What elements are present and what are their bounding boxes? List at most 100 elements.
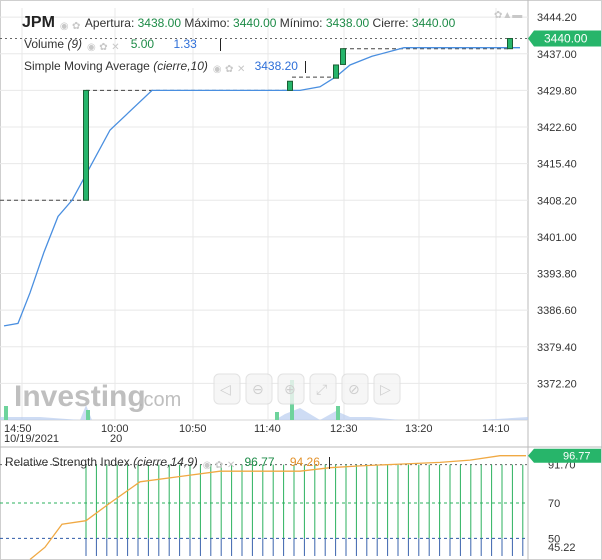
eye-icon[interactable]: ◉ xyxy=(59,20,69,32)
zoom-out-button xyxy=(213,373,241,405)
price-badge-bg xyxy=(528,30,601,47)
eye-icon[interactable]: ◉ xyxy=(202,459,212,471)
time-tick-label: 11:40 xyxy=(254,423,281,435)
close-icon[interactable]: ✕ xyxy=(226,459,236,471)
date-tick-label: 20 xyxy=(110,433,122,445)
minimize-icon[interactable]: ▬ xyxy=(512,10,523,21)
close-label: Cierre: xyxy=(372,16,409,30)
rsi-badge-bg xyxy=(528,448,601,463)
divider xyxy=(329,456,331,469)
volume-ma-value: 1.33 xyxy=(173,37,197,51)
price-tick-label: 3393.80 xyxy=(537,269,577,281)
alert-icon[interactable]: ▲ xyxy=(502,10,513,21)
price-badge: 3440.00 xyxy=(544,32,588,46)
time-tick-label: 10:00 xyxy=(101,423,129,435)
volume-bar xyxy=(336,406,340,420)
fibonacci-icon: ⊘ xyxy=(348,381,360,397)
rsi-value: 96.77 xyxy=(244,455,275,469)
volume-legend: Volume (9) ◉ ✿ ✕ 5.00 1.33 xyxy=(24,37,222,53)
fullscreen-icon: ⊕ xyxy=(284,381,296,397)
rsi-badge: 96.77 xyxy=(563,451,591,463)
price-tick-label: 3379.40 xyxy=(537,342,577,354)
high-value: 3440.00 xyxy=(233,16,277,30)
high-label: Máximo: xyxy=(184,16,230,30)
rsi-signal-value: 94.26 xyxy=(289,455,320,469)
candle xyxy=(333,64,339,79)
rsi-param: (cierre,14,9) xyxy=(133,455,198,469)
time-tick-label: 12:30 xyxy=(330,423,358,435)
open-label: Apertura: xyxy=(84,16,135,30)
sma-label: Simple Moving Average xyxy=(24,59,150,73)
sma-path xyxy=(3,47,520,327)
close-icon[interactable]: ✕ xyxy=(111,41,120,53)
rsi-tick-label: 45.22 xyxy=(548,542,576,554)
crosshair-icon: ⤢ xyxy=(316,381,327,397)
sma-line xyxy=(3,47,520,327)
price-tick-label: 3422.60 xyxy=(537,122,577,134)
reset-icon: ▷ xyxy=(380,381,391,397)
candle xyxy=(287,80,293,91)
time-axis: 14:50 10:00 10:50 11:40 12:30 13:20 14:10 10/19… xyxy=(4,423,510,445)
rsi-legend: Relative Strength Index (cierre,14,9) ◉ ✿… xyxy=(5,455,331,471)
eye-icon[interactable]: ◉ xyxy=(212,63,222,75)
volume-param: (9) xyxy=(67,37,83,51)
sma-value: 3438.20 xyxy=(254,59,298,73)
chart-options[interactable]: ✿▲▬ xyxy=(494,8,522,23)
symbol-label: JPM xyxy=(22,14,55,31)
candles xyxy=(83,38,513,201)
divider xyxy=(305,60,307,73)
gear-icon[interactable]: ✿ xyxy=(214,459,224,471)
rsi-tick-label: 50 xyxy=(548,533,560,545)
zoom-in-button xyxy=(245,373,273,405)
price-tick-label: 3372.20 xyxy=(537,378,577,390)
rsi-tick-label: 70 xyxy=(548,498,560,510)
divider xyxy=(220,38,222,51)
price-tick-label: 3444.20 xyxy=(537,12,577,24)
volume-value: 5.00 xyxy=(130,37,155,51)
volume-bar xyxy=(86,410,90,420)
price-axis: 3444.20 3437.00 3429.80 3422.60 3415.40 3408.… xyxy=(528,12,601,390)
price-tick-label: 3408.20 xyxy=(537,195,577,207)
ohlc-header: JPM ◉ ✿ Apertura: 3438.00 Máximo: 3440.00… xyxy=(22,14,456,32)
low-value: 3438.00 xyxy=(325,16,370,30)
candle xyxy=(507,38,513,50)
crosshair-button xyxy=(309,373,337,405)
fibonacci-button xyxy=(341,373,369,405)
gear-icon[interactable]: ✿ xyxy=(99,41,108,53)
price-tick-label: 3415.40 xyxy=(537,159,577,171)
gear-icon[interactable]: ✿ xyxy=(494,10,503,21)
zoom-out-icon: ◁ xyxy=(220,381,231,397)
rsi-label: Relative Strength Index xyxy=(5,455,130,469)
watermark-suffix: .com xyxy=(138,389,181,411)
price-tick-label: 3401.00 xyxy=(537,232,577,244)
open-value: 3438.00 xyxy=(137,16,182,30)
close-value: 3440.00 xyxy=(411,16,456,30)
volume-label: Volume xyxy=(24,37,65,51)
price-tick-label: 3437.00 xyxy=(537,49,577,61)
volume-area xyxy=(0,405,528,420)
eye-icon[interactable]: ◉ xyxy=(87,41,96,53)
rsi-line xyxy=(29,455,526,560)
sma-legend: Simple Moving Average (cierre,10) ◉ ✿ ✕ 34… xyxy=(24,59,307,75)
close-icon[interactable]: ✕ xyxy=(237,63,246,75)
date-tick-label: 10/19/2021 xyxy=(4,433,59,445)
volume-bar xyxy=(4,406,8,420)
time-tick-label: 14:10 xyxy=(482,423,510,435)
volume-bar xyxy=(275,412,279,420)
candle xyxy=(83,89,89,201)
reset-button xyxy=(373,373,401,405)
price-tick-label: 3429.80 xyxy=(537,85,577,97)
low-label: Mínimo: xyxy=(279,16,323,30)
time-tick-label: 13:20 xyxy=(405,423,433,435)
gear-icon[interactable]: ✿ xyxy=(72,20,81,32)
gear-icon[interactable]: ✿ xyxy=(225,63,234,75)
time-tick-label: 10:50 xyxy=(179,423,207,435)
price-tick-label: 3386.60 xyxy=(537,305,577,317)
watermark-brand: Investing xyxy=(14,380,146,413)
chart-toolbar[interactable]: ◁ ⊖ ⊕ ⤢ ⊘ ▷ xyxy=(213,373,401,405)
